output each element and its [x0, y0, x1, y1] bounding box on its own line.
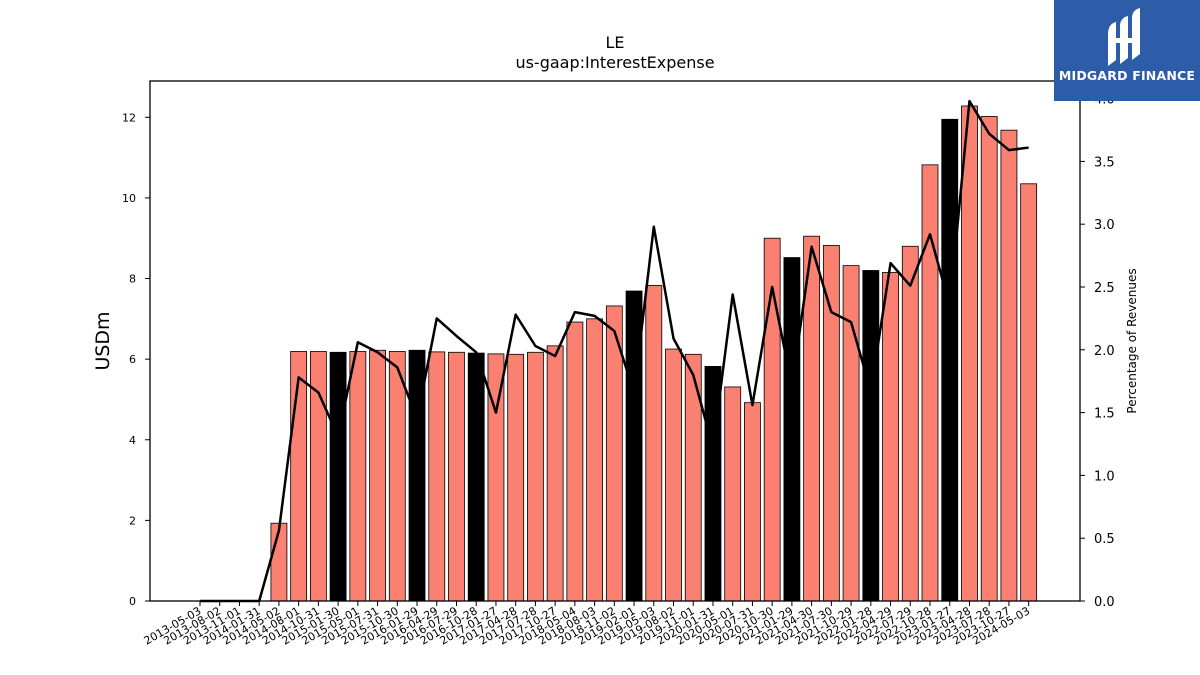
- y-tick-label: 12: [122, 111, 136, 124]
- y2-tick-label: 2.0: [1094, 344, 1115, 359]
- bar: [290, 351, 308, 602]
- bar: [862, 270, 880, 602]
- bar: [566, 321, 584, 602]
- bar: [388, 351, 406, 602]
- bar: [665, 348, 682, 602]
- y-tick-label: 6: [129, 353, 136, 366]
- bar: [546, 345, 564, 602]
- bar: [507, 353, 525, 602]
- y-tick-label: 2: [129, 514, 136, 527]
- bar: [329, 351, 347, 602]
- bar: [1020, 183, 1038, 602]
- chart-subtitle: us-gaap:InterestExpense: [515, 53, 714, 72]
- y2-tick-label: 1.5: [1094, 407, 1115, 422]
- bar: [842, 265, 860, 602]
- bar: [941, 118, 959, 602]
- bar: [467, 352, 485, 602]
- midgard-finance-logo: MIDGARD FINANCE: [1054, 0, 1200, 101]
- y2-axis-label: Percentage of Revenues: [1125, 268, 1139, 413]
- bar: [921, 164, 939, 602]
- y-tick-label: 0: [129, 595, 136, 608]
- bar: [822, 245, 840, 602]
- bar: [724, 386, 742, 602]
- bar: [448, 351, 465, 602]
- y-axis-label: USDm: [92, 311, 114, 370]
- axes: 0246810120.00.51.01.52.02.53.03.54.02013…: [122, 80, 1115, 648]
- y2-tick-label: 3.5: [1094, 155, 1115, 170]
- bar: [1000, 129, 1018, 602]
- bar: [783, 257, 801, 602]
- bar: [349, 351, 367, 602]
- bar: [527, 351, 544, 602]
- bar: [369, 349, 386, 602]
- y2-tick-label: 0.0: [1094, 595, 1115, 610]
- y-tick-label: 10: [122, 192, 136, 205]
- bar-series: [270, 105, 1038, 602]
- y2-tick-label: 0.5: [1094, 532, 1115, 547]
- line-path: [200, 99, 1029, 603]
- y-tick-label: 4: [129, 434, 136, 447]
- chart-title: LE: [605, 33, 624, 52]
- bar: [645, 284, 663, 602]
- logo-text: MIDGARD FINANCE: [1058, 68, 1196, 83]
- bar: [961, 105, 978, 602]
- bar: [744, 402, 761, 602]
- percentage-line-series: [200, 99, 1029, 603]
- bar: [428, 351, 446, 602]
- bar: [882, 272, 899, 602]
- bar: [586, 318, 603, 602]
- bar: [901, 245, 919, 602]
- bar: [980, 116, 998, 602]
- y2-tick-label: 2.5: [1094, 281, 1115, 296]
- y-tick-label: 8: [129, 273, 136, 286]
- logo-mark-icon: [1108, 8, 1140, 66]
- plot-frame: [149, 80, 1081, 602]
- y2-tick-label: 3.0: [1094, 218, 1115, 233]
- y2-tick-label: 1.0: [1094, 469, 1115, 484]
